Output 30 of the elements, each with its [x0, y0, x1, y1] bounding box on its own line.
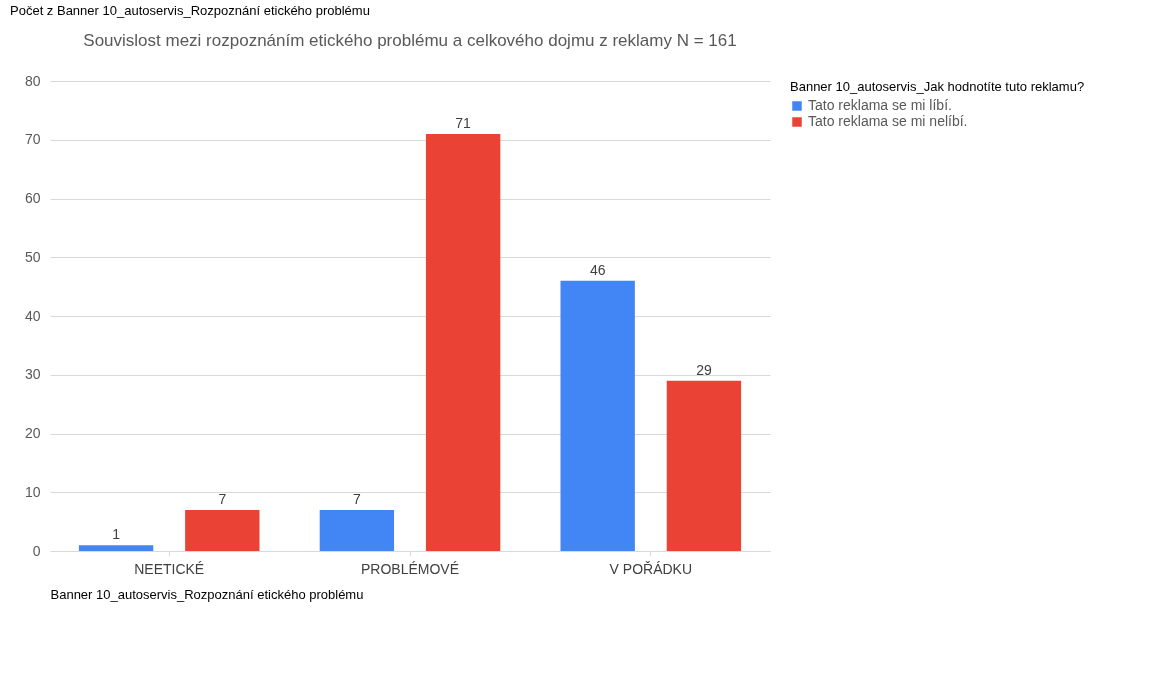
data-label: 71 — [455, 114, 472, 131]
bar — [425, 133, 501, 551]
text: Počet z Banner 10_autoservis_Rozpoznání etického problému — [10, 3, 370, 18]
y-tick-label: 20 — [24, 425, 41, 441]
data-label: 7 — [352, 490, 361, 507]
x-tick-label: NEETICKÉ — [134, 560, 205, 577]
y-tick-label: 70 — [24, 131, 41, 148]
x-tick-label: V POŘÁDKU — [609, 560, 693, 577]
x-tick-label: PROBLÉMOVÉ — [360, 560, 460, 577]
legend-title: Banner 10_autoservis_Jak hodnotíte tuto reklamu? — [790, 79, 1085, 94]
legend-label: Tato reklama se mi líbí. — [808, 97, 952, 113]
data-label: 1 — [112, 526, 121, 543]
y-tick-label: 10 — [24, 483, 41, 500]
bar — [185, 509, 260, 551]
data-label: 29 — [696, 361, 712, 378]
y-tick-label: 60 — [24, 190, 41, 206]
data-label: 7 — [218, 490, 227, 507]
bar — [666, 380, 742, 551]
bar — [78, 545, 154, 551]
y-tick-label: 40 — [24, 307, 41, 324]
y-tick-label: 50 — [24, 248, 41, 265]
legend-label: Tato reklama se mi nelíbí. — [808, 113, 968, 129]
y-tick-label: 80 — [24, 72, 41, 89]
y-tick-label: 0 — [32, 542, 41, 559]
bar — [560, 280, 635, 551]
bar — [319, 509, 395, 551]
chart-title: Souvislost mezi rozpoznáním etického problému a celkového dojmu z reklamy N = 161 — [83, 31, 737, 50]
x-axis-title: Banner 10_autoservis_Rozpoznání etického problému — [50, 586, 364, 602]
y-tick-label: 30 — [24, 366, 41, 383]
data-label: 46 — [589, 261, 606, 278]
